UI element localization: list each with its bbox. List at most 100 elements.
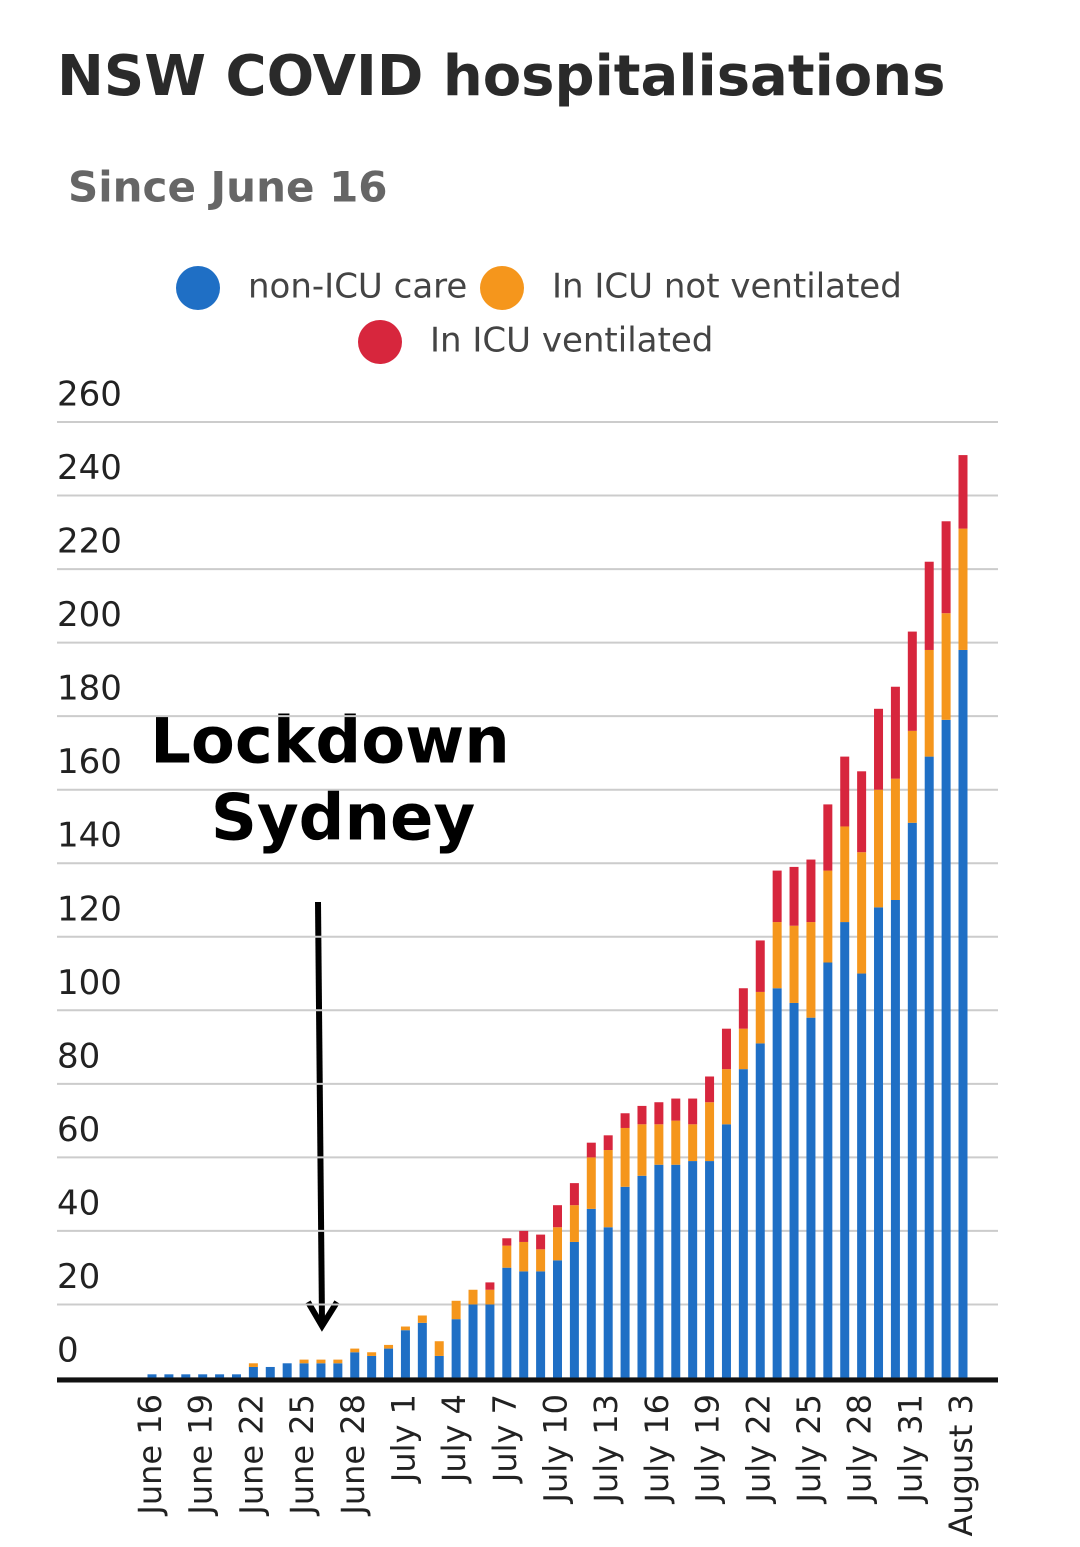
y-tick-label: 180 xyxy=(57,669,122,709)
bar-segment xyxy=(840,756,850,827)
y-tick-label: 100 xyxy=(57,963,122,1003)
bar-segment xyxy=(299,1363,309,1378)
bar-segment xyxy=(721,1124,731,1378)
bar-segment xyxy=(316,1363,326,1378)
bar-segment xyxy=(705,1161,715,1378)
bar-segment xyxy=(806,859,816,923)
chart-title: NSW COVID hospitalisations xyxy=(57,44,945,109)
x-tick-label: July 13 xyxy=(587,1394,625,1504)
bar-segment xyxy=(857,973,867,1378)
bar-segment xyxy=(941,521,951,614)
bar-segment xyxy=(924,756,934,1378)
bar-segment xyxy=(823,870,833,963)
annotation-arrow xyxy=(315,901,325,1323)
bar-segment xyxy=(789,925,799,1003)
bar-segment xyxy=(569,1241,579,1378)
legend-swatch xyxy=(358,320,402,364)
bar-segment xyxy=(924,649,934,757)
x-tick-label: June 28 xyxy=(334,1394,372,1517)
bar-segment xyxy=(705,1076,715,1103)
y-tick-label: 200 xyxy=(57,595,122,635)
x-tick-label: June 25 xyxy=(283,1394,321,1517)
bar-segment xyxy=(941,613,951,720)
legend-label: non-ICU care xyxy=(248,267,467,307)
x-tick-label: July 10 xyxy=(537,1394,575,1504)
bar-segment xyxy=(384,1344,394,1349)
bar-segment xyxy=(198,1374,208,1378)
bar-segment xyxy=(603,1227,613,1378)
bar-segment xyxy=(874,708,884,790)
bar-segment xyxy=(350,1352,360,1378)
bar-segment xyxy=(434,1341,444,1356)
bar-segment xyxy=(417,1315,427,1323)
bar-segment xyxy=(941,719,951,1378)
bar-segment xyxy=(536,1271,546,1378)
bar-segment xyxy=(705,1102,715,1162)
x-tick-label: July 16 xyxy=(638,1394,676,1504)
bar-segment xyxy=(958,649,968,1378)
bar-segment xyxy=(451,1319,461,1378)
bar-segment xyxy=(485,1304,495,1378)
bar-segment xyxy=(823,804,833,871)
bar-segment xyxy=(316,1359,326,1364)
bar-segment xyxy=(181,1374,191,1378)
bar-segment xyxy=(451,1300,461,1320)
bar-segment xyxy=(248,1366,258,1378)
bar-segment xyxy=(536,1234,546,1250)
x-tick-label: June 19 xyxy=(182,1394,220,1517)
bar-segment xyxy=(755,991,765,1044)
bar-segment xyxy=(502,1238,512,1246)
bar-segment xyxy=(688,1098,698,1125)
bar-segment xyxy=(434,1355,444,1378)
bar-segment xyxy=(536,1249,546,1272)
legend-swatch xyxy=(176,266,220,310)
legend-label: In ICU not ventilated xyxy=(552,267,902,307)
bar-segment xyxy=(468,1289,478,1305)
bar-segment xyxy=(654,1124,664,1165)
bar-segment xyxy=(367,1352,377,1356)
x-tick-label: July 28 xyxy=(841,1394,879,1504)
x-tick-label: June 22 xyxy=(232,1394,270,1517)
bar-segment xyxy=(840,826,850,923)
bar-segment xyxy=(350,1348,360,1353)
x-tick-label: August 3 xyxy=(942,1394,980,1537)
bar-segment xyxy=(417,1322,427,1378)
bar-segment xyxy=(620,1127,630,1187)
bar-segment xyxy=(299,1359,309,1364)
bar-segment xyxy=(857,852,867,974)
legend-swatch xyxy=(480,266,524,310)
bar-segment xyxy=(569,1183,579,1206)
y-tick-label: 260 xyxy=(57,375,122,415)
bar-segment xyxy=(874,789,884,908)
bar-segment xyxy=(789,866,799,926)
bar-segment xyxy=(721,1028,731,1070)
bar-segment xyxy=(231,1374,241,1378)
bar-segment xyxy=(502,1267,512,1378)
bar-segment xyxy=(586,1208,596,1378)
bar-segment xyxy=(400,1330,410,1378)
bar-segment xyxy=(806,1017,816,1378)
bar-segment xyxy=(823,962,833,1378)
y-tick-label: 120 xyxy=(57,889,122,929)
x-tick-label: June 16 xyxy=(131,1394,169,1517)
bar-segment xyxy=(840,922,850,1378)
bar-segment xyxy=(282,1363,292,1378)
bar-segment xyxy=(519,1241,529,1272)
bar-segment xyxy=(654,1102,664,1125)
x-tick-label: July 1 xyxy=(384,1394,422,1484)
x-tick-label: July 4 xyxy=(435,1394,473,1484)
bar-segment xyxy=(586,1157,596,1209)
bar-segment xyxy=(755,1043,765,1378)
bar-segment xyxy=(772,988,782,1378)
bar-segment xyxy=(637,1105,647,1125)
bar-segment xyxy=(890,778,900,900)
annotation-arrowhead xyxy=(305,1300,340,1332)
chart-subtitle: Since June 16 xyxy=(68,163,388,212)
bar-segment xyxy=(248,1363,258,1367)
bar-segment xyxy=(553,1205,562,1228)
bar-segment xyxy=(890,900,900,1378)
y-tick-label: 20 xyxy=(57,1257,100,1297)
x-tick-label: July 25 xyxy=(790,1394,828,1504)
